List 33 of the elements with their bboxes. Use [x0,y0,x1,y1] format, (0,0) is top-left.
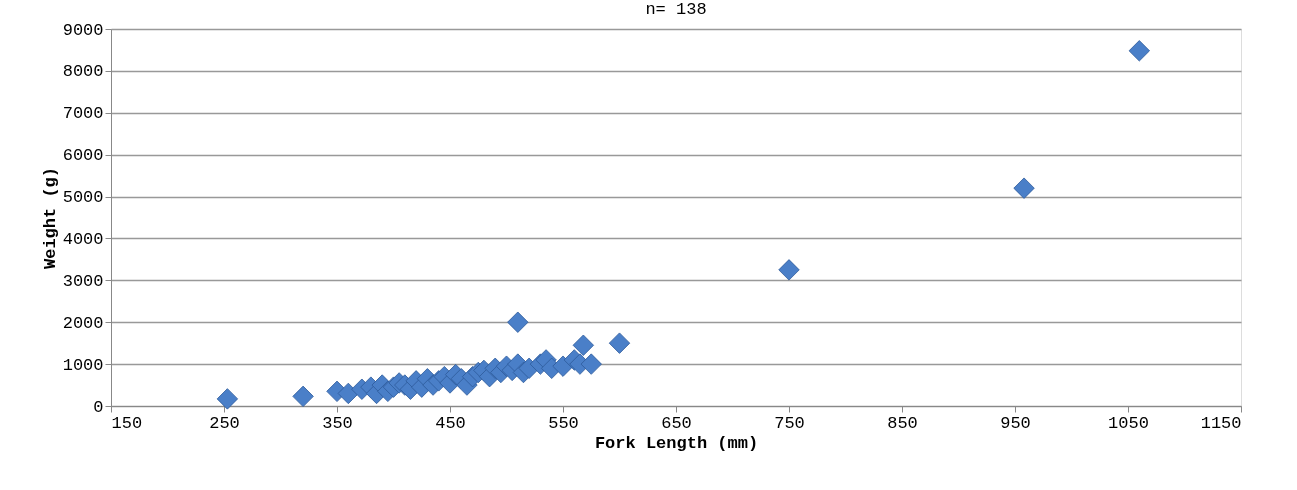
x-tick-label: 150 [111,413,143,433]
x-tick-label: 950 [1000,413,1031,433]
x-tick-label: 250 [209,413,240,433]
y-tick-label: 9000 [62,20,104,40]
point [1128,40,1150,62]
x-tick-label: 450 [435,413,466,433]
x-tick-label: 1050 [1108,413,1149,433]
point [572,334,594,356]
y-tick-label: 5000 [62,188,104,208]
chart-title: n= 138 [645,0,707,19]
point [778,259,800,281]
y-tick-label: 2000 [62,313,104,333]
x-tick-label: 1150 [1200,413,1242,433]
point [507,311,529,333]
x-tick-label: 750 [774,413,805,433]
x-tick-label: 850 [887,413,918,433]
y-tick-label: 3000 [62,271,104,291]
y-axis-title: Weight (g) [40,166,60,270]
x-tick-label: 350 [322,413,353,433]
y-tick-label: 4000 [62,229,104,249]
x-axis-title: Fork Length (mm) [594,433,759,453]
x-tick-label: 650 [661,413,692,433]
y-tick-label: 6000 [62,146,104,166]
y-tick-label: 7000 [62,104,104,124]
x-tick-label: 550 [548,413,579,433]
point [292,385,314,408]
y-tick-label: 0 [93,397,104,417]
point [580,353,602,375]
point [608,332,631,354]
y-tick-label: 8000 [62,62,104,82]
y-tick-label: 1000 [62,355,104,375]
point [216,388,239,410]
point [1013,177,1035,199]
